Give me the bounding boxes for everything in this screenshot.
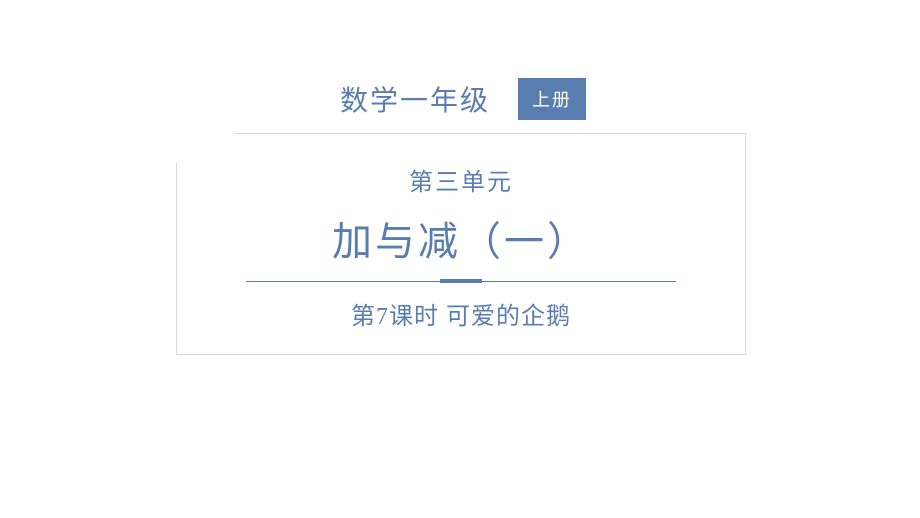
divider-accent	[440, 279, 482, 283]
unit-title: 加与减（一）	[332, 209, 590, 267]
unit-label: 第三单元	[409, 162, 513, 197]
semester-badge: 上册	[518, 78, 586, 120]
lesson-card: 第三单元 加与减（一） 第7课时 可爱的企鹅	[176, 133, 746, 355]
subject-grade-label: 数学一年级	[340, 79, 490, 119]
page-header: 数学一年级 上册	[340, 78, 586, 120]
lesson-label: 第7课时 可爱的企鹅	[351, 296, 571, 331]
divider	[246, 281, 676, 282]
